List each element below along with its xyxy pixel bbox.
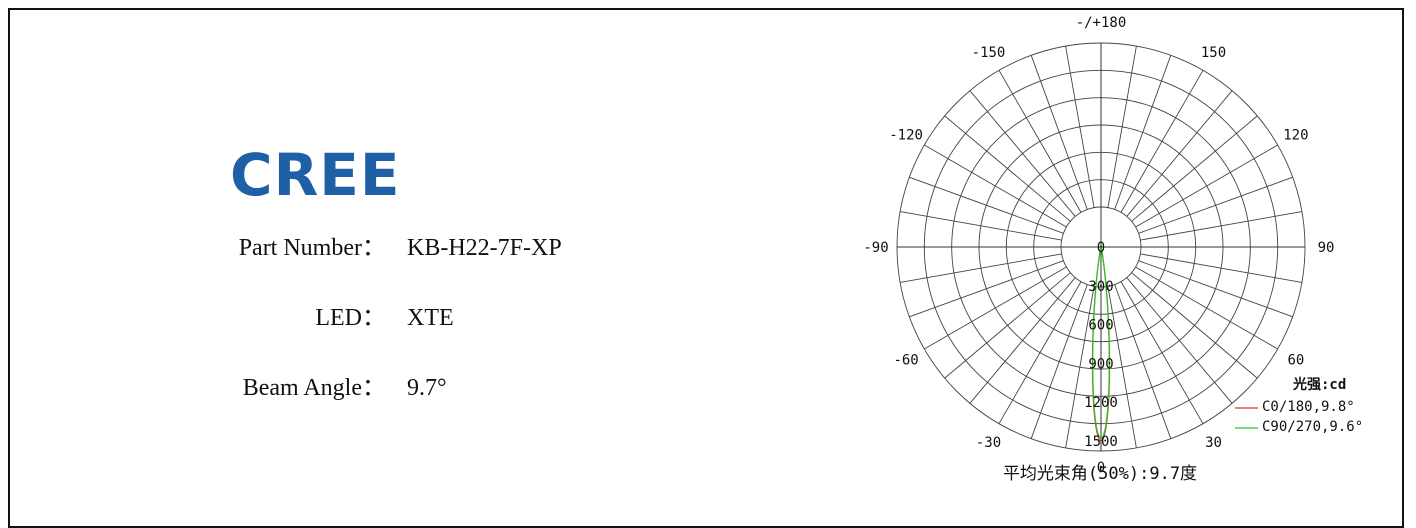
grid-spoke [1065,286,1095,448]
part-number-label: Part Number： [238,235,386,261]
intensity-curve-1 [1092,246,1110,440]
angle-label: 60 [1287,353,1304,369]
angle-label: 0 [1097,460,1105,476]
part-number-value: KB-H22-7F-XP [407,235,562,261]
radial-tick-label: 300 [1088,279,1113,295]
angle-label: -150 [972,45,1006,61]
radial-tick-label: 900 [1088,356,1113,372]
beam-angle-label: Beam Angle： [242,375,386,401]
angle-label: -/+180 [1076,15,1127,31]
grid-spoke [998,281,1082,424]
grid-spoke [1135,144,1278,228]
led-label: LED： [315,305,386,331]
grid-spoke [1135,266,1278,350]
led-value: XTE [407,305,454,331]
radial-tick-label: 600 [1088,318,1113,334]
grid-spoke [1140,253,1302,283]
unit-label: 光强:cd [1292,376,1346,393]
polar-candela-chart: -/+180-150 150-120 120-90 90-60 60-30 3000300… [863,15,1363,484]
angle-label: -120 [889,128,923,144]
grid-spoke [969,277,1076,404]
beam-angle-footer: 平均光束角(50%):9.7度 [1003,464,1197,484]
legend: C0/180,9.8° C90/270,9.6° [1235,399,1363,435]
grid-spoke [900,253,1062,283]
grid-spoke [924,144,1067,228]
beam-angle-value: 9.7° [407,375,447,401]
grid-spoke [969,90,1076,217]
grid-spoke [1140,211,1302,241]
grid-spoke [1065,46,1095,208]
grid-spoke [924,266,1067,350]
grid-spoke [1138,260,1293,318]
grid-spoke [1114,284,1172,439]
cree-logo: CREE [230,141,401,209]
grid-spoke [1107,46,1137,208]
radial-tick-label: 1500 [1084,434,1118,450]
angle-label: 30 [1205,435,1222,451]
grid-spoke [1126,277,1233,404]
grid-spoke [1138,176,1293,234]
intensity-curves [1091,246,1111,442]
angle-label: -60 [893,353,918,369]
radial-tick-label: 1200 [1084,395,1118,411]
grid-spoke [1107,286,1137,448]
grid-spoke [900,211,1062,241]
legend-label-c90: C90/270,9.6° [1262,419,1363,435]
grid-spoke [1120,70,1204,213]
spec-card: CREE Part Number： KB-H22-7F-XP LED： XTE … [8,8,1404,528]
grid-spoke [909,260,1064,318]
grid-spoke [1131,272,1258,379]
grid-spoke [1120,281,1204,424]
angle-label: -90 [863,240,888,256]
legend-label-c0: C0/180,9.8° [1262,399,1355,415]
polar-grid [896,42,1306,452]
grid-spoke [1114,55,1172,210]
angle-label: -30 [976,435,1001,451]
grid-spoke [1131,115,1258,222]
grid-spoke [1030,55,1088,210]
angle-label: 90 [1318,240,1335,256]
grid-spoke [944,272,1071,379]
angle-label: 150 [1201,45,1226,61]
grid-spoke [998,70,1082,213]
grid-spoke [1126,90,1233,217]
grid-spoke [909,176,1064,234]
radial-tick-label: 0 [1097,240,1105,256]
grid-spoke [944,115,1071,222]
grid-spoke [1030,284,1088,439]
polar-labels: -/+180-150 150-120 120-90 90-60 60-30 3000300… [863,15,1334,476]
angle-label: 120 [1283,128,1308,144]
